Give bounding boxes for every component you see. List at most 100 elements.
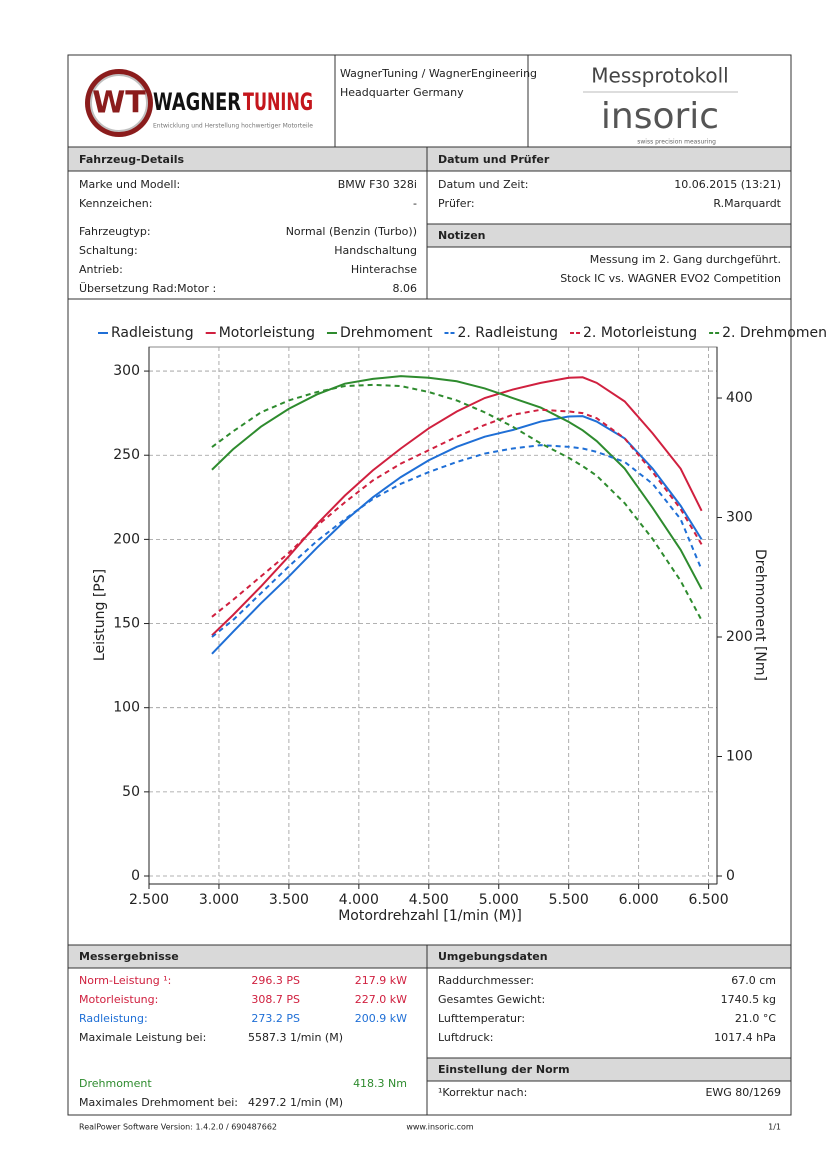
result-value: 217.9 kW bbox=[355, 974, 407, 987]
legend-label: Drehmoment bbox=[340, 325, 433, 341]
result-label: Radleistung: bbox=[79, 1012, 148, 1025]
legend-label: Motorleistung bbox=[219, 325, 315, 341]
section-title: Einstellung der Norm bbox=[438, 1063, 570, 1076]
field-value: 67.0 cm bbox=[731, 974, 776, 987]
field-value: 1740.5 kg bbox=[721, 993, 776, 1006]
legend-label: 2. Drehmoment bbox=[722, 325, 826, 341]
result-value: 4297.2 1/min (M) bbox=[248, 1096, 343, 1109]
y2-tick-label: 400 bbox=[726, 390, 753, 406]
field-label: Fahrzeugtyp: bbox=[79, 225, 151, 238]
section-title: Messergebnisse bbox=[79, 950, 179, 963]
logo-disc bbox=[90, 74, 148, 132]
y-tick-label: 150 bbox=[113, 616, 140, 632]
result-value: 227.0 kW bbox=[355, 993, 407, 1006]
result-value: 418.3 Nm bbox=[353, 1077, 407, 1090]
field-value: Handschaltung bbox=[334, 244, 417, 257]
company: WagnerTuning / WagnerEngineering bbox=[340, 67, 537, 80]
brand-tagline: swiss precision measuring bbox=[637, 139, 716, 146]
field-label: Kennzeichen: bbox=[79, 197, 152, 210]
y2-tick-label: 300 bbox=[726, 510, 753, 526]
legend-label: Radleistung bbox=[111, 325, 194, 341]
x-tick-label: 3.000 bbox=[199, 892, 239, 908]
result-label: Maximales Drehmoment bei: bbox=[79, 1096, 238, 1109]
section-title: Datum und Prüfer bbox=[438, 153, 550, 166]
section-title: Umgebungsdaten bbox=[438, 950, 548, 963]
series-line bbox=[211, 383, 703, 621]
field-value: EWG 80/1269 bbox=[705, 1086, 781, 1099]
location: Headquarter Germany bbox=[340, 86, 464, 99]
field-value: Normal (Benzin (Turbo)) bbox=[286, 225, 417, 238]
field-label: ¹Korrektur nach: bbox=[438, 1086, 527, 1099]
y-tick-label: 250 bbox=[113, 447, 140, 463]
x-tick-label: 4.000 bbox=[339, 892, 379, 908]
field-label: Gesamtes Gewicht: bbox=[438, 993, 545, 1006]
logo-text: TUNING bbox=[243, 88, 313, 116]
protocol-title: Messprotokoll bbox=[591, 64, 728, 88]
result-value: 200.9 kW bbox=[355, 1012, 407, 1025]
x-tick-label: 5.500 bbox=[549, 892, 589, 908]
series-line bbox=[211, 375, 703, 590]
brand-logo: insoric bbox=[601, 96, 719, 137]
section-band bbox=[426, 146, 792, 172]
x-tick-label: 2.500 bbox=[129, 892, 169, 908]
footer-text: RealPower Software Version: 1.4.2.0 / 69… bbox=[79, 1123, 277, 1132]
result-value: 5587.3 1/min (M) bbox=[248, 1031, 343, 1044]
field-value: Hinterachse bbox=[351, 263, 417, 276]
result-label: Drehmoment bbox=[79, 1077, 152, 1090]
legend-label: 2. Motorleistung bbox=[583, 325, 697, 341]
y2-tick-label: 0 bbox=[726, 868, 735, 884]
note-line: Stock IC vs. WAGNER EVO2 Competition bbox=[560, 272, 781, 285]
field-label: Lufttemperatur: bbox=[438, 1012, 525, 1025]
section-band bbox=[67, 146, 428, 172]
field-label: Luftdruck: bbox=[438, 1031, 494, 1044]
x-tick-label: 6.500 bbox=[689, 892, 729, 908]
x-tick-label: 3.500 bbox=[269, 892, 309, 908]
result-value: 273.2 PS bbox=[251, 1012, 300, 1025]
logo-tagline: Entwicklung und Herstellung hochwertiger… bbox=[153, 123, 313, 130]
field-value: 1017.4 hPa bbox=[714, 1031, 776, 1044]
x-axis-title: Motordrehzahl [1/min (M)] bbox=[338, 908, 522, 924]
result-value: 308.7 PS bbox=[251, 993, 300, 1006]
result-label: Motorleistung: bbox=[79, 993, 158, 1006]
y2-tick-label: 200 bbox=[726, 629, 753, 645]
plot-area bbox=[148, 346, 718, 885]
y2-tick-label: 100 bbox=[726, 749, 753, 765]
field-value: 8.06 bbox=[393, 282, 418, 295]
field-label: Übersetzung Rad:Motor : bbox=[79, 282, 216, 295]
section-title: Fahrzeug-Details bbox=[79, 153, 184, 166]
field-value: BMW F30 328i bbox=[338, 178, 417, 191]
y2-axis-title: Drehmoment [Nm] bbox=[752, 549, 768, 681]
series-line bbox=[211, 444, 703, 638]
x-tick-label: 5.000 bbox=[479, 892, 519, 908]
field-label: Raddurchmesser: bbox=[438, 974, 534, 987]
field-value: 21.0 °C bbox=[735, 1012, 776, 1025]
note-line: Messung im 2. Gang durchgeführt. bbox=[590, 253, 781, 266]
y-axis-title: Leistung [PS] bbox=[92, 569, 108, 661]
field-label: Datum und Zeit: bbox=[438, 178, 529, 191]
field-value: 10.06.2015 (13:21) bbox=[674, 178, 781, 191]
result-label: Norm-Leistung ¹: bbox=[79, 974, 171, 987]
result-label: Maximale Leistung bei: bbox=[79, 1031, 206, 1044]
field-label: Schaltung: bbox=[79, 244, 138, 257]
legend-label: 2. Radleistung bbox=[458, 325, 559, 341]
y-tick-label: 0 bbox=[131, 868, 140, 884]
y-tick-label: 200 bbox=[113, 531, 140, 547]
result-value: 296.3 PS bbox=[251, 974, 300, 987]
field-label: Prüfer: bbox=[438, 197, 475, 210]
field-value: R.Marquardt bbox=[713, 197, 781, 210]
y-tick-label: 300 bbox=[113, 363, 140, 379]
y-tick-label: 50 bbox=[122, 784, 140, 800]
logo-text: WAGNER bbox=[153, 88, 241, 116]
x-tick-label: 4.500 bbox=[409, 892, 449, 908]
logo-mark: WT bbox=[92, 86, 146, 121]
page-frame bbox=[67, 54, 792, 1116]
field-value: - bbox=[413, 197, 417, 210]
field-label: Marke und Modell: bbox=[79, 178, 180, 191]
series-line bbox=[211, 408, 703, 618]
x-tick-label: 6.000 bbox=[619, 892, 659, 908]
section-title: Notizen bbox=[438, 229, 486, 242]
y-tick-label: 100 bbox=[113, 700, 140, 716]
series-line bbox=[211, 376, 703, 637]
field-label: Antrieb: bbox=[79, 263, 123, 276]
